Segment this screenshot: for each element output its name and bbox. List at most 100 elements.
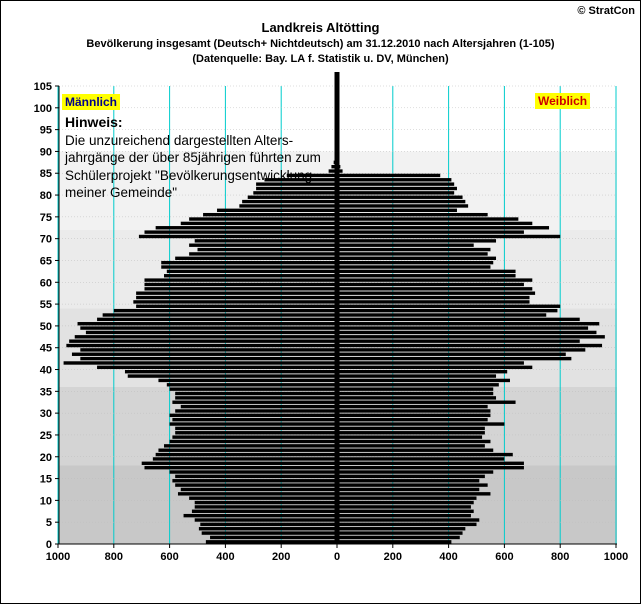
bar-male [155,452,337,457]
y-tick-label: 70 [40,234,52,246]
bar-male [191,509,337,513]
bar-male [85,330,338,335]
bar-female [337,470,494,474]
bar-female [337,400,516,404]
bar-female [337,513,471,518]
bar-male [172,400,337,404]
x-tick-label: 400 [216,551,234,563]
bar-female [337,452,513,457]
bar-female [337,370,508,374]
y-tick-label: 85 [40,168,52,180]
bar-female [337,531,463,535]
bar-male [80,356,337,361]
bar-female [337,269,516,274]
bar-male [180,221,337,226]
x-tick-label: 600 [495,551,513,563]
y-tick-label: 95 [40,125,52,137]
bar-male [97,317,337,322]
y-tick-label: 55 [40,299,52,311]
bar-female [337,243,474,247]
y-tick-label: 90 [40,146,52,158]
bar-female [337,444,485,448]
bar-female [337,230,524,234]
bar-male [256,186,337,191]
bar-female [337,295,530,300]
bar-female [337,195,463,199]
bar-female [337,361,524,365]
y-tick-label: 75 [40,212,52,224]
bar-male [164,444,337,448]
y-tick-label: 5 [46,517,52,529]
bar-male [80,348,337,352]
x-tick-label: 600 [160,551,178,563]
bar-female [337,509,474,513]
bar-male [136,291,337,295]
bar-male [256,182,337,186]
y-tick-label: 60 [40,277,52,289]
bar-female [337,287,533,291]
bar-female [337,313,547,317]
bar-female [337,431,485,435]
bar-male [175,483,337,487]
bar-female [337,500,474,505]
bar-male [144,278,337,282]
bar-female [337,496,477,500]
bar-female [337,487,480,492]
bar-male [80,326,337,330]
bar-female [337,308,558,313]
bar-female [337,265,491,269]
bar-female [337,226,550,230]
bar-male [144,287,337,291]
bar-male [198,527,337,531]
bar-male [66,343,338,348]
bar-female [337,527,466,531]
bar-male [253,191,337,195]
bar-female [337,396,497,400]
bar-female [337,217,519,221]
bar-male [286,173,337,178]
bar-male [172,417,337,422]
bar-male [69,339,337,343]
y-tick-label: 80 [40,190,52,202]
bar-male [169,413,337,418]
bar-male [152,457,337,461]
bar-female [337,383,499,387]
bar-male [172,479,337,483]
x-tick-label: 800 [551,551,569,563]
bar-male [158,378,337,383]
y-tick-label: 10 [40,495,52,507]
bar-male [189,252,337,256]
y-tick-label: 15 [40,474,52,486]
bar-female [337,422,505,426]
bar-female [337,204,469,208]
bar-male [175,391,337,396]
bar-female [337,300,530,304]
y-tick-label: 0 [46,539,52,551]
bar-female [337,457,505,461]
bar-female [337,343,603,348]
bar-female [337,409,491,413]
y-tick-label: 105 [34,81,52,93]
bar-male [328,169,337,173]
bar-male [194,518,337,522]
bar-female [337,352,566,356]
bar-female [337,461,524,466]
bar-male [175,474,337,479]
bar-male [63,361,338,365]
bar-male [217,208,337,213]
bar-male [144,465,337,470]
bar-female [337,322,600,326]
bar-female [337,291,536,295]
bar-female [337,186,457,191]
bar-male [210,535,337,540]
chart-subtitle-1: Bevölkerung insgesamt (Deutsch+ Nichtdeu… [86,38,555,50]
bar-female [337,169,343,173]
bar-female [337,234,561,239]
bar-female [337,404,488,409]
y-tick-label: 50 [40,321,52,333]
bar-male [77,322,337,326]
bar-male [183,513,337,518]
bar-male [201,531,337,535]
bar-male [158,448,337,452]
